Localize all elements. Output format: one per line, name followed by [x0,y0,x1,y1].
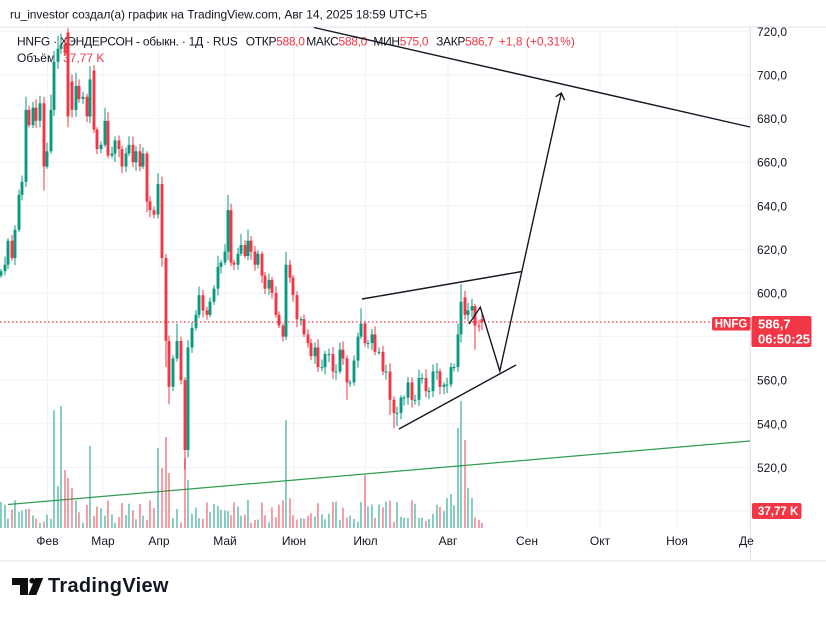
svg-text:HNFG · ХЭНДЕРСОН - обыкн. · 1Д: HNFG · ХЭНДЕРСОН - обыкн. · 1Д · RUS [17,35,238,49]
svg-text:680,0: 680,0 [757,112,787,126]
svg-text:Июн: Июн [282,534,306,548]
svg-text:МИН575,0: МИН575,0 [373,35,429,49]
svg-text:620,0: 620,0 [757,243,787,257]
svg-text:540,0: 540,0 [757,417,787,431]
svg-text:Июл: Июл [353,534,377,548]
svg-text:HNFG: HNFG [715,319,748,331]
svg-text:Ноя: Ноя [666,534,688,548]
svg-text:660,0: 660,0 [757,156,787,170]
svg-text:586,7: 586,7 [758,316,791,331]
svg-text:Апр: Апр [148,534,170,548]
svg-text:ЗАКР586,7: ЗАКР586,7 [436,35,494,49]
svg-text:Объём: Объём [17,51,55,65]
svg-text:Сен: Сен [516,534,538,548]
svg-text:Май: Май [213,534,237,548]
svg-text:ru_investor создал(а) график н: ru_investor создал(а) график на TradingV… [10,8,427,22]
svg-text:Дек: Дек [739,534,760,548]
svg-text:Фев: Фев [36,534,58,548]
svg-text:700,0: 700,0 [757,69,787,83]
svg-text:37,77 K: 37,77 K [63,51,104,65]
svg-text:TradingView: TradingView [48,575,169,597]
svg-text:+1,8 (+0,31%): +1,8 (+0,31%) [499,35,575,49]
svg-text:560,0: 560,0 [757,374,787,388]
svg-text:06:50:25: 06:50:25 [758,331,810,346]
svg-text:520,0: 520,0 [757,461,787,475]
svg-text:37,77 K: 37,77 K [758,506,799,518]
svg-text:640,0: 640,0 [757,199,787,213]
svg-text:720,0: 720,0 [757,25,787,39]
svg-text:ОТКР588,0: ОТКР588,0 [246,35,306,49]
svg-text:Авг: Авг [439,534,458,548]
svg-text:МАКС588,0: МАКС588,0 [306,35,367,49]
svg-text:Окт: Окт [590,534,611,548]
svg-text:600,0: 600,0 [757,287,787,301]
svg-text:Мар: Мар [91,534,115,548]
